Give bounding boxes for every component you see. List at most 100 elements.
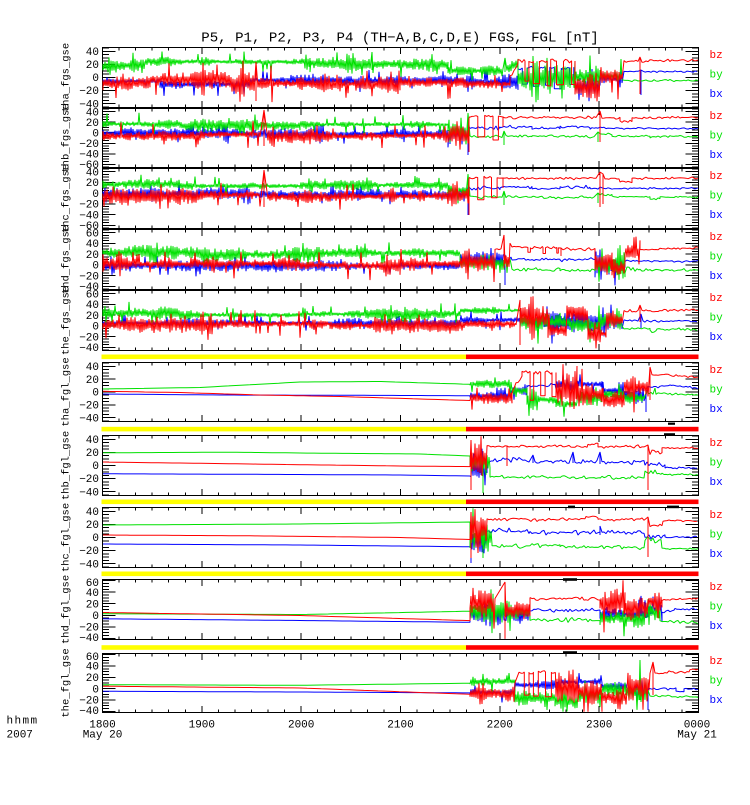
- svg-text:2000: 2000: [288, 720, 314, 732]
- svg-text:bz: bz: [710, 50, 723, 62]
- svg-text:bx: bx: [710, 210, 724, 222]
- svg-text:bx: bx: [710, 695, 724, 707]
- svg-text:by: by: [710, 70, 724, 82]
- svg-text:bx: bx: [710, 621, 724, 633]
- svg-text:−20: −20: [79, 271, 99, 283]
- svg-text:40: 40: [86, 239, 99, 251]
- svg-text:thd_fgs_gse: thd_fgs_gse: [61, 225, 73, 294]
- svg-text:0: 0: [92, 611, 99, 623]
- svg-text:bz: bz: [710, 438, 723, 450]
- svg-text:0: 0: [92, 322, 99, 334]
- svg-text:20: 20: [86, 448, 99, 460]
- svg-text:tha_fgs_gse: tha_fgs_gse: [61, 43, 73, 112]
- svg-text:−20: −20: [79, 696, 99, 708]
- svg-text:−20: −20: [79, 546, 99, 558]
- svg-text:bz: bz: [710, 171, 723, 183]
- svg-text:P5, P1, P2, P3, P4 (TH−A,B,C,D: P5, P1, P2, P3, P4 (TH−A,B,C,D,E) FGS, F…: [201, 31, 599, 47]
- svg-text:20: 20: [86, 673, 99, 685]
- svg-text:bz: bz: [710, 293, 723, 305]
- svg-text:thc_fgl_gse: thc_fgl_gse: [61, 503, 73, 572]
- svg-text:0: 0: [92, 388, 99, 400]
- svg-text:tha_fgl_gse: tha_fgl_gse: [61, 357, 73, 426]
- svg-text:bz: bz: [710, 111, 723, 123]
- svg-text:40: 40: [86, 507, 99, 519]
- svg-text:40: 40: [86, 662, 99, 674]
- svg-text:bx: bx: [710, 271, 724, 283]
- svg-text:0: 0: [92, 189, 99, 201]
- svg-text:thb_fgs_gse: thb_fgs_gse: [61, 103, 73, 172]
- svg-text:0: 0: [92, 261, 99, 273]
- svg-text:by: by: [710, 313, 724, 325]
- svg-text:the_fgl_gse: the_fgl_gse: [61, 648, 73, 717]
- svg-text:bz: bz: [710, 582, 723, 594]
- svg-text:0: 0: [92, 128, 99, 140]
- svg-text:20: 20: [86, 178, 99, 190]
- svg-text:bz: bz: [710, 656, 723, 668]
- svg-text:−60: −60: [79, 221, 99, 233]
- svg-text:40: 40: [86, 588, 99, 600]
- svg-text:20: 20: [86, 375, 99, 387]
- svg-text:bx: bx: [710, 89, 724, 101]
- svg-text:−40: −40: [79, 150, 99, 162]
- svg-text:thd_fgl_gse: thd_fgl_gse: [61, 575, 73, 644]
- svg-text:by: by: [710, 602, 724, 614]
- svg-text:bx: bx: [710, 549, 724, 561]
- svg-text:20: 20: [86, 599, 99, 611]
- svg-text:thc_fgs_gse: thc_fgs_gse: [61, 164, 73, 233]
- svg-text:−40: −40: [79, 633, 99, 645]
- svg-text:−40: −40: [79, 210, 99, 222]
- svg-text:40: 40: [86, 435, 99, 447]
- svg-text:60: 60: [86, 228, 99, 240]
- svg-text:2007: 2007: [7, 730, 33, 742]
- svg-text:2100: 2100: [387, 720, 413, 732]
- svg-text:20: 20: [86, 520, 99, 532]
- svg-text:−40: −40: [79, 343, 99, 355]
- svg-text:−40: −40: [79, 282, 99, 294]
- svg-text:bx: bx: [710, 404, 724, 416]
- svg-text:hhmm: hhmm: [7, 716, 39, 728]
- svg-text:−20: −20: [79, 474, 99, 486]
- svg-text:0: 0: [92, 684, 99, 696]
- svg-text:−20: −20: [79, 200, 99, 212]
- svg-text:the_fgs_gse: the_fgs_gse: [61, 286, 73, 355]
- svg-text:−40: −40: [79, 706, 99, 718]
- svg-text:40: 40: [86, 107, 99, 119]
- svg-text:by: by: [710, 191, 724, 203]
- svg-text:60: 60: [86, 289, 99, 301]
- svg-text:May 20: May 20: [83, 730, 123, 742]
- svg-text:by: by: [710, 131, 724, 143]
- svg-text:20: 20: [86, 311, 99, 323]
- svg-text:−20: −20: [79, 332, 99, 344]
- svg-text:−40: −40: [79, 487, 99, 499]
- svg-text:by: by: [710, 458, 724, 470]
- svg-text:0000: 0000: [684, 720, 710, 732]
- svg-text:−60: −60: [79, 160, 99, 172]
- svg-text:20: 20: [86, 250, 99, 262]
- svg-text:May 21: May 21: [677, 730, 717, 742]
- svg-text:0: 0: [92, 73, 99, 85]
- svg-text:1900: 1900: [189, 720, 215, 732]
- svg-text:40: 40: [86, 300, 99, 312]
- svg-text:bz: bz: [710, 365, 723, 377]
- svg-text:bx: bx: [710, 477, 724, 489]
- svg-text:bz: bz: [710, 232, 723, 244]
- svg-text:bx: bx: [710, 150, 724, 162]
- svg-text:−20: −20: [79, 401, 99, 413]
- svg-text:bx: bx: [710, 332, 724, 344]
- svg-text:40: 40: [86, 362, 99, 374]
- svg-text:−20: −20: [79, 86, 99, 98]
- svg-text:0: 0: [92, 533, 99, 545]
- svg-text:bz: bz: [710, 510, 723, 522]
- svg-text:−40: −40: [79, 413, 99, 425]
- svg-text:thb_fgl_gse: thb_fgl_gse: [61, 431, 73, 500]
- svg-text:2200: 2200: [487, 720, 513, 732]
- svg-text:−40: −40: [79, 559, 99, 571]
- svg-text:20: 20: [86, 118, 99, 130]
- svg-text:20: 20: [86, 60, 99, 72]
- svg-text:40: 40: [86, 47, 99, 59]
- svg-text:−20: −20: [79, 139, 99, 151]
- svg-text:2300: 2300: [586, 720, 612, 732]
- svg-text:40: 40: [86, 167, 99, 179]
- svg-text:−20: −20: [79, 623, 99, 635]
- svg-text:by: by: [710, 385, 724, 397]
